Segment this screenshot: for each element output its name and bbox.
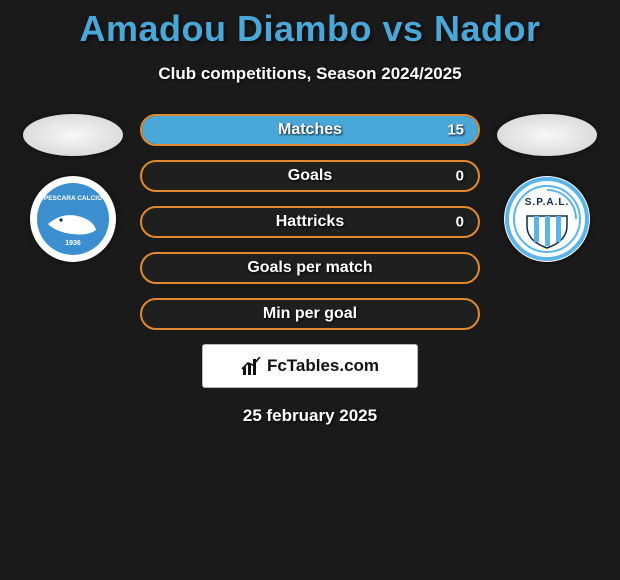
stat-row: Goals per match — [140, 252, 480, 284]
stat-row: Goals 0 — [140, 160, 480, 192]
stat-row: Min per goal — [140, 298, 480, 330]
subtitle: Club competitions, Season 2024/2025 — [0, 64, 620, 84]
brand-watermark: FcTables.com — [202, 344, 418, 388]
stat-value-right: 15 — [447, 122, 464, 139]
comparison-row: PESCARA CALCIO 1936 Matches15Goals0Hattr… — [0, 114, 620, 330]
right-player-col: S.P.A.L. — [492, 114, 602, 262]
stat-label: Goals per match — [247, 259, 372, 277]
left-player-avatar — [23, 114, 123, 156]
svg-text:PESCARA CALCIO: PESCARA CALCIO — [44, 195, 102, 202]
date-text: 25 february 2025 — [0, 406, 620, 426]
stats-column: Matches 15 Goals 0 Hattricks 0 Goals per match… — [140, 114, 480, 330]
stat-value-right: 0 — [456, 214, 464, 231]
right-player-avatar — [497, 114, 597, 156]
right-club-logo: S.P.A.L. — [504, 176, 590, 262]
svg-text:S.P.A.L.: S.P.A.L. — [525, 197, 570, 208]
page-title: Amadou Diambo vs Nador — [0, 0, 620, 50]
spal-logo-icon: S.P.A.L. — [504, 176, 590, 262]
svg-text:1936: 1936 — [65, 240, 81, 247]
stat-value-right: 0 — [456, 168, 464, 185]
left-club-logo: PESCARA CALCIO 1936 — [30, 176, 116, 262]
stat-label: Matches — [278, 121, 342, 139]
stat-row: Matches 15 — [140, 114, 480, 146]
left-player-col: PESCARA CALCIO 1936 — [18, 114, 128, 262]
stat-label: Min per goal — [263, 305, 357, 323]
pescara-logo-icon: PESCARA CALCIO 1936 — [30, 176, 116, 262]
bar-chart-icon — [241, 355, 263, 377]
brand-text: FcTables.com — [267, 356, 379, 376]
stat-row: Hattricks 0 — [140, 206, 480, 238]
stat-label: Hattricks — [276, 213, 344, 231]
stat-label: Goals — [288, 167, 332, 185]
